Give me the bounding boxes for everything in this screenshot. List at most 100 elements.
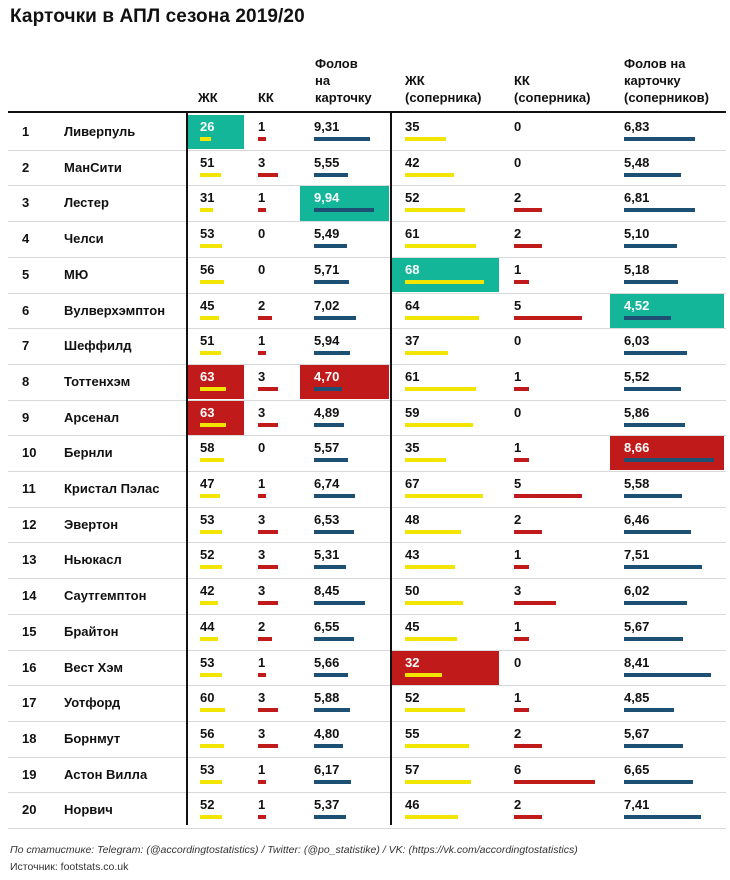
bar-orc [514,494,582,498]
cell-fpc: 5,55 [314,154,340,170]
team-name: Арсенал [64,409,120,425]
highlight-cell [392,650,499,685]
bar-yc [200,743,224,748]
bar-rc [258,137,266,141]
cell-oyc: 52 [405,190,420,206]
cell-yc: 31 [200,190,215,206]
row-separator [8,578,726,580]
row-separator [8,471,726,472]
cell-yc: 53 [200,226,215,242]
cell-fpc: 5,37 [314,797,340,813]
bar-yc [200,244,223,249]
header-ofpc-line: карточку [624,73,681,88]
cell-ofpc: 6,81 [624,190,650,206]
row-separator [8,649,726,651]
cell-oyc: 61 [405,226,420,242]
cell-fpc: 4,89 [314,404,340,420]
cell-ofpc: 6,02 [624,583,650,599]
bar-oyc [405,315,480,320]
bar-fpc [314,351,350,356]
bar-oyc [405,386,476,391]
team-name: Саутгемптон [64,588,147,604]
cell-ofpc: 5,10 [624,226,650,242]
bar-orc [514,743,543,748]
cell-fpc: 9,31 [314,119,340,134]
row-separator [8,256,726,258]
cell-rc: 1 [258,797,266,813]
row-separator [8,399,726,401]
bar-oyc [405,494,483,498]
cell-yc: 45 [200,297,215,313]
cell-yc: 51 [200,154,215,170]
cell-rc: 3 [258,154,266,170]
bar-orc [514,529,543,534]
cell-orc: 3 [514,583,522,599]
footer-stats: По статистике: Telegram: (@accordingtost… [10,844,578,856]
cell-ofpc: 5,52 [624,368,650,384]
team-name: Шеффилд [64,338,132,354]
rank-number: 15 [22,623,37,639]
bar-fpc [314,422,344,427]
cell-rc: 1 [258,190,266,206]
bar-ofpc [624,422,685,427]
bar-rc [258,565,278,570]
header-fouls-per-card: Фолов на карточку [315,55,372,106]
team-name: Кристал Пэлас [64,481,160,496]
column-divider-left [186,112,188,825]
cell-ofpc: 4,52 [624,297,650,313]
cell-ofpc: 5,48 [624,154,650,170]
cell-rc: 0 [258,440,266,456]
row-separator [8,542,726,544]
bar-ofpc [624,815,702,820]
bar-ofpc [624,529,692,534]
header-separator [8,111,726,113]
header-yc: ЖК [198,90,218,105]
bar-oyc [405,279,484,284]
rank-number: 18 [22,730,37,746]
bar-fpc [314,779,352,784]
bar-fpc [314,636,354,641]
bar-rc [258,815,266,820]
bar-orc [514,779,596,784]
cell-rc: 0 [258,226,266,242]
bar-rc [258,779,266,784]
cell-rc: 3 [258,690,266,706]
bar-yc [200,565,222,570]
bar-ofpc [624,779,694,784]
row-separator [8,328,726,330]
bar-rc [258,422,278,427]
bar-yc [200,386,227,391]
bar-rc [258,636,272,641]
header-fpc-line: Фолов [315,56,358,71]
cell-fpc: 5,57 [314,440,340,456]
bar-oyc [405,743,469,748]
team-name: Борнмут [64,730,121,746]
bar-yc [200,208,214,213]
rank-number: 5 [22,266,30,282]
cell-rc: 3 [258,725,266,741]
bar-oyc [405,636,458,641]
cell-orc: 1 [514,261,522,277]
team-name: Ливерпуль [64,124,136,139]
cell-ofpc: 7,41 [624,797,650,813]
page-title: Карточки в АПЛ сезона 2019/20 [10,6,305,27]
team-name: Лестер [64,195,109,211]
cell-oyc: 52 [405,690,420,706]
cell-oyc: 61 [405,368,420,384]
bar-fpc [314,494,355,498]
bar-ofpc [624,494,683,498]
cell-oyc: 35 [405,119,420,134]
cell-orc: 2 [514,226,522,242]
rank-number: 11 [22,481,36,496]
bar-oyc [405,672,443,677]
bar-yc [200,351,222,356]
cell-yc: 63 [200,404,215,420]
row-separator [8,792,726,794]
bar-ofpc [624,458,715,463]
rank-number: 12 [22,516,37,532]
cell-yc: 52 [200,547,215,563]
cell-oyc: 59 [405,404,420,420]
bar-rc [258,743,278,748]
cell-orc: 1 [514,547,522,563]
team-name: Астон Вилла [64,766,148,782]
